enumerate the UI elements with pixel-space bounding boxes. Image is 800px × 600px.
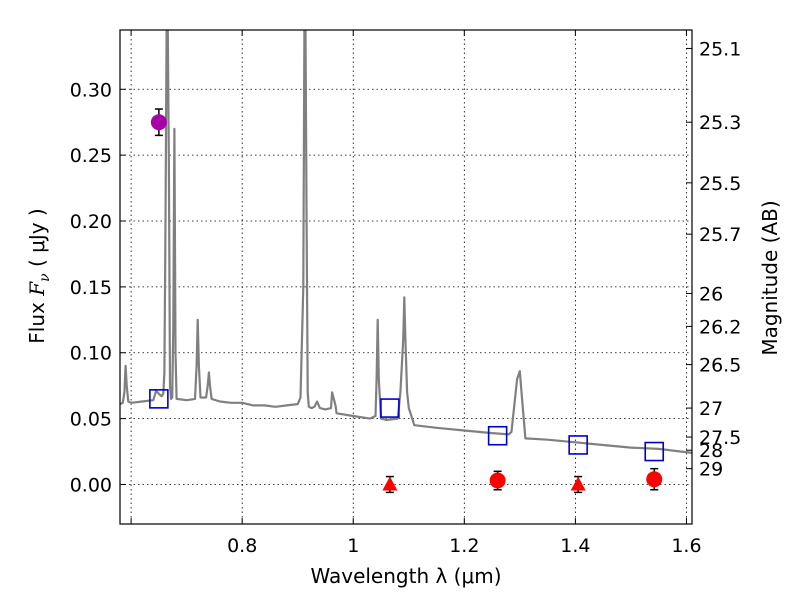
model-photometry-square bbox=[380, 398, 400, 418]
magnitude-tick-label: 26.2 bbox=[699, 316, 741, 338]
y-tick-label: 0.25 bbox=[70, 145, 112, 167]
model-photometry-square bbox=[644, 441, 665, 462]
y-tick-label: 0.05 bbox=[70, 409, 112, 431]
y-tick-label: 0.10 bbox=[70, 343, 112, 365]
magnitude-axis-title: Magnitude (AB) bbox=[758, 200, 782, 355]
magnitude-tick-label: 25.7 bbox=[699, 224, 741, 246]
x-tick-label: 1 bbox=[347, 535, 359, 557]
magnitude-tick-label: 26.5 bbox=[699, 355, 741, 377]
magnitude-tick-label: 26 bbox=[699, 283, 723, 305]
axis-tick-labels: 0.8 1 1.2 1.4 1.6 0.00 0.05 0.10 0.15 0.20 0.25 0.3… bbox=[70, 38, 742, 557]
y-axis-title-symbol: F bbox=[25, 281, 49, 297]
y-tick-label: 0.20 bbox=[70, 211, 112, 233]
upper-limit-triangle bbox=[382, 476, 398, 491]
model-photometry-square bbox=[149, 389, 169, 409]
y-tick-label: 0.15 bbox=[70, 277, 112, 299]
x-tick-label: 1.4 bbox=[560, 535, 590, 557]
x-tick-label: 1.6 bbox=[671, 535, 701, 557]
axis-ticks bbox=[120, 30, 692, 524]
y-axis-title-prefix: Flux bbox=[25, 296, 49, 344]
y-axis-title-subscript: ν bbox=[37, 273, 53, 282]
model-photometry-square bbox=[568, 435, 588, 455]
model-spectrum-line bbox=[120, 30, 692, 454]
x-tick-label: 1.2 bbox=[449, 535, 479, 557]
magnitude-tick-label: 27.5 bbox=[699, 427, 741, 449]
magnitude-tick-label: 27 bbox=[699, 398, 723, 420]
y-axis-title: Flux Fν ( μJy ) bbox=[25, 208, 53, 343]
upper-limit-triangle bbox=[570, 476, 586, 491]
grid-lines bbox=[120, 30, 692, 524]
magnitude-tick-label: 25.1 bbox=[699, 38, 741, 60]
detection-point bbox=[646, 471, 663, 488]
data-markers bbox=[149, 108, 665, 494]
magnitude-tick-label: 29 bbox=[699, 459, 723, 481]
x-tick-label: 0.8 bbox=[227, 535, 257, 557]
y-tick-label: 0.30 bbox=[70, 79, 112, 101]
magnitude-tick-label: 25.5 bbox=[699, 173, 741, 195]
y-tick-label: 0.00 bbox=[70, 474, 112, 496]
plot-area bbox=[120, 30, 692, 454]
detection-point bbox=[489, 472, 506, 489]
model-photometry-square bbox=[487, 425, 508, 446]
magnitude-tick-label: 25.3 bbox=[699, 112, 741, 134]
y-axis-title-unit: ( μJy ) bbox=[25, 208, 49, 273]
magnitude-tick-label: 28 bbox=[699, 440, 723, 462]
measurement-point bbox=[150, 114, 167, 131]
plot-frame bbox=[119, 29, 693, 525]
x-axis-title: Wavelength λ (μm) bbox=[310, 564, 501, 588]
